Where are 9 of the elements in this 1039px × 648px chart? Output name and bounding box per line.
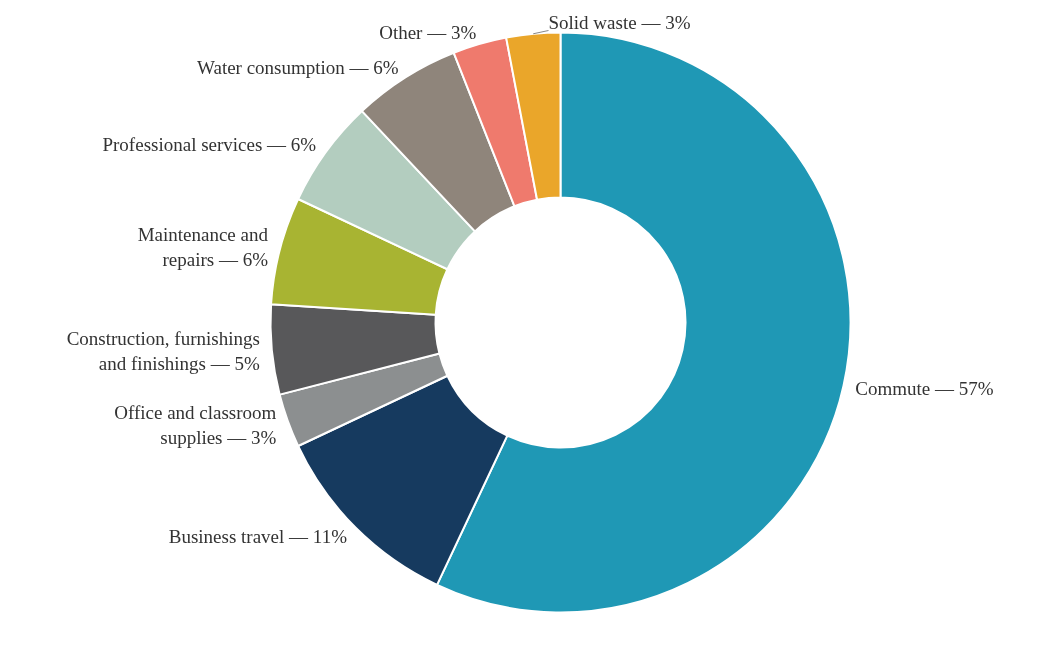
slice-label: Other — 3% [379,21,477,43]
slice-label: Commute — 57% [855,377,994,399]
slice-label: Office and classroom supplies — 3% [114,401,277,448]
slice-label: Maintenance and repairs — 6% [137,224,269,271]
slice-label: Water consumption — 6% [197,57,399,79]
slice-label: Construction, furnishings and finishings — 5% [66,327,261,375]
slice-label: Solid waste — 3% [548,12,691,33]
slice-label: Professional services — 6% [102,134,317,156]
slice-label: Business travel — 11% [168,525,348,547]
